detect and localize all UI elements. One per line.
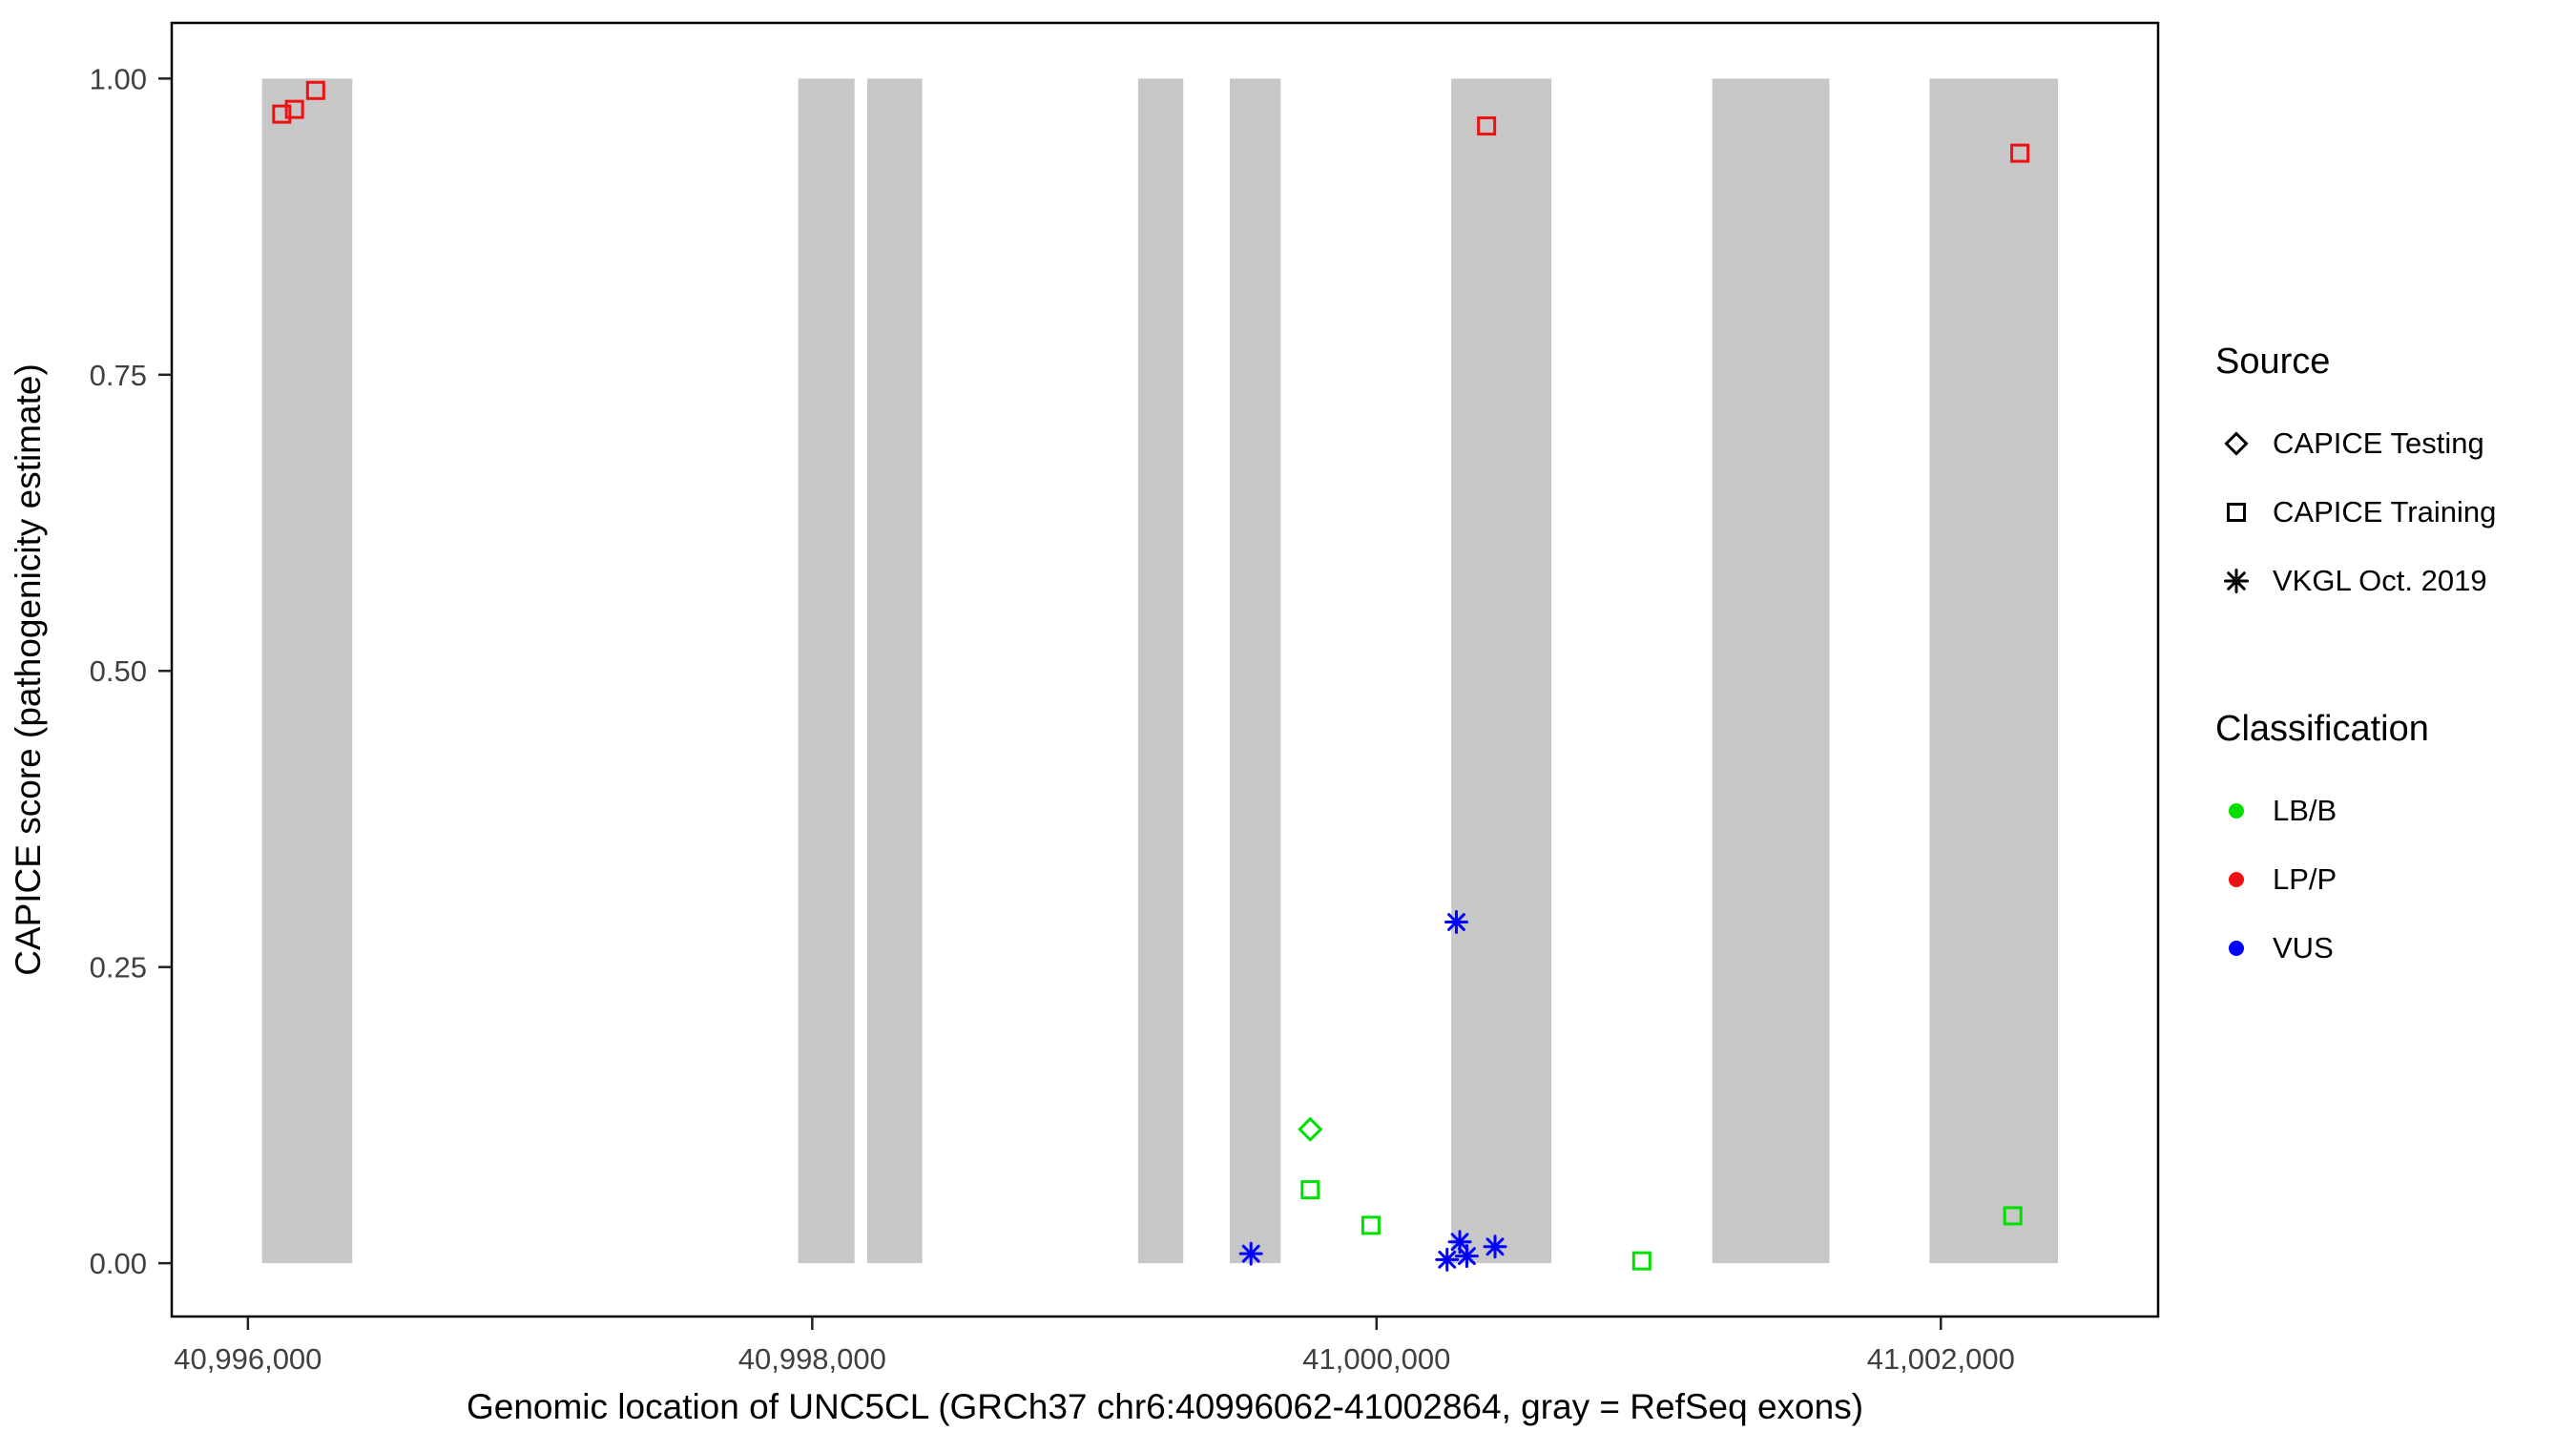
y-tick-label: 0.25	[90, 951, 147, 985]
legend: Source CAPICE Testing CAPICE Training VK…	[2215, 339, 2568, 983]
diamond-marker-icon	[2215, 423, 2257, 465]
legend-item-vus: VUS	[2215, 914, 2568, 983]
data-point	[1298, 1116, 1323, 1142]
data-point	[1238, 1241, 1263, 1266]
x-tick-label: 41,002,000	[1867, 1342, 2015, 1376]
legend-item-label: CAPICE Training	[2273, 495, 2497, 529]
green-dot-icon	[2215, 790, 2257, 832]
square-marker	[305, 80, 325, 100]
exon-bar	[798, 78, 855, 1264]
exon-bar	[866, 78, 923, 1264]
asterisk-marker	[1483, 1234, 1507, 1259]
legend-item-label: VKGL Oct. 2019	[2273, 564, 2487, 597]
legend-item-lpp: LP/P	[2215, 845, 2568, 914]
y-tick-label: 0.50	[90, 654, 147, 688]
square-marker	[1477, 116, 1497, 136]
exon-bar	[261, 78, 353, 1264]
data-point	[2003, 1206, 2023, 1226]
square-marker-icon	[2215, 491, 2257, 533]
x-tick-label: 40,996,000	[174, 1342, 322, 1376]
square-marker	[1300, 1180, 1320, 1200]
data-point	[1300, 1180, 1320, 1200]
legend-source-group: Source CAPICE Testing CAPICE Training VK…	[2215, 339, 2568, 615]
legend-item-capice-training: CAPICE Training	[2215, 478, 2568, 547]
data-point	[1454, 1244, 1479, 1269]
diamond-marker	[2224, 431, 2249, 456]
square-marker	[284, 99, 304, 119]
diamond-marker	[1298, 1116, 1323, 1142]
exon-bar	[1137, 78, 1184, 1264]
circle-marker	[2229, 803, 2244, 819]
circle-marker	[2229, 872, 2244, 887]
data-point	[272, 104, 292, 124]
exon-bar	[1230, 78, 1281, 1264]
exon-bar	[1929, 78, 2059, 1264]
y-tick-label: 1.00	[90, 62, 147, 95]
legend-item-label: CAPICE Testing	[2273, 426, 2484, 460]
x-axis-title: Genomic location of UNC5CL (GRCh37 chr6:…	[467, 1387, 1863, 1426]
legend-classification-group: Classification LB/B LP/P VUS	[2215, 706, 2568, 983]
asterisk-marker	[1435, 1247, 1460, 1272]
square-marker	[1631, 1251, 1652, 1271]
square-marker	[2227, 503, 2246, 522]
legend-item-label: LP/P	[2273, 862, 2337, 896]
legend-item-capice-testing: CAPICE Testing	[2215, 409, 2568, 478]
legend-item-vkgl: VKGL Oct. 2019	[2215, 547, 2568, 615]
data-point	[1361, 1215, 1381, 1235]
y-tick-label: 0.00	[90, 1247, 147, 1280]
asterisk-marker-icon	[2215, 560, 2257, 602]
y-axis-title: CAPICE score (pathogenicity estimate)	[9, 363, 48, 976]
data-point	[1435, 1247, 1460, 1272]
data-point	[1444, 909, 1468, 934]
series-square-LPP	[272, 80, 2030, 163]
data-point	[1483, 1234, 1507, 1259]
legend-source-title: Source	[2215, 342, 2331, 382]
legend-classification-title: Classification	[2215, 709, 2429, 749]
exon-bar	[1451, 78, 1552, 1264]
exon-bar	[1712, 78, 1830, 1264]
data-point	[1631, 1251, 1652, 1271]
x-tick-label: 41,000,000	[1302, 1342, 1450, 1376]
series-diamond-LBB	[1298, 1116, 1323, 1142]
legend-item-label: LB/B	[2273, 794, 2337, 827]
legend-item-lbb: LB/B	[2215, 777, 2568, 845]
square-marker	[2003, 1206, 2023, 1226]
series-square-LBB	[1300, 1180, 2023, 1271]
data-point	[284, 99, 304, 119]
data-point	[305, 80, 325, 100]
x-tick-label: 40,998,000	[738, 1342, 886, 1376]
series-asterisk-VUS	[1238, 909, 1507, 1272]
square-marker	[2010, 143, 2030, 163]
legend-item-label: VUS	[2273, 931, 2334, 964]
asterisk-marker	[1454, 1244, 1479, 1269]
blue-dot-icon	[2215, 927, 2257, 969]
square-marker	[272, 104, 292, 124]
asterisk-marker	[2224, 569, 2249, 593]
data-point	[1477, 116, 1497, 136]
asterisk-marker	[1238, 1241, 1263, 1266]
square-marker	[1361, 1215, 1381, 1235]
data-point	[2010, 143, 2030, 163]
red-dot-icon	[2215, 859, 2257, 901]
asterisk-marker	[1444, 909, 1468, 934]
y-tick-label: 0.75	[90, 359, 147, 392]
circle-marker	[2229, 941, 2244, 956]
